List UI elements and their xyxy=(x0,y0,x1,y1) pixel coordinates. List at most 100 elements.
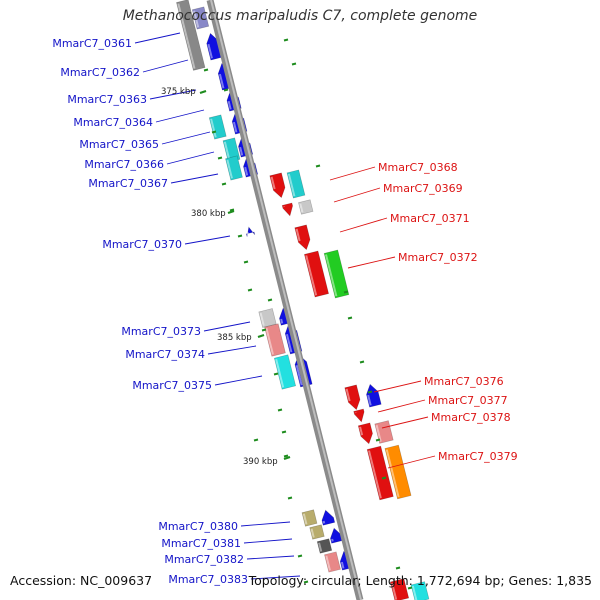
gene-block-38 xyxy=(384,444,412,500)
gene-label: MmarC7_0373 xyxy=(121,325,201,338)
tick-mark xyxy=(223,88,229,92)
tick-mark xyxy=(203,68,209,72)
gene-block-1-highlight xyxy=(177,3,196,69)
gene-leader-line xyxy=(387,455,436,469)
gene-block-25-shape xyxy=(269,172,286,199)
gene-block-28-highlight xyxy=(299,203,304,213)
gene-block-28-shape xyxy=(298,199,314,215)
gene-block-0-highlight xyxy=(193,10,200,28)
gene-leader-line xyxy=(203,321,251,332)
tick-mark xyxy=(297,554,303,558)
gene-block-27 xyxy=(281,202,293,217)
gene-leader-line xyxy=(246,555,295,560)
gene-leader-line xyxy=(149,89,197,100)
gene-block-14-highlight xyxy=(265,327,274,355)
gene-label: MmarC7_0376 xyxy=(424,375,504,388)
gene-block-34-shape xyxy=(353,408,365,423)
gene-label: MmarC7_0362 xyxy=(60,66,140,79)
gene-block-17-highlight xyxy=(295,365,303,386)
gene-block-12-shape xyxy=(258,308,277,328)
gene-block-33-shape xyxy=(366,383,382,408)
gene-leader-line xyxy=(240,521,291,527)
tick-mark xyxy=(217,156,223,160)
gene-label: MmarC7_0379 xyxy=(438,450,518,463)
gene-block-4-highlight xyxy=(227,100,232,110)
gene-block-2-highlight xyxy=(207,43,213,59)
gene-label: MmarC7_0381 xyxy=(161,537,241,550)
gene-block-36-highlight xyxy=(375,424,382,442)
gene-block-32-highlight xyxy=(345,388,351,402)
gene-block-32 xyxy=(344,384,361,411)
gene-leader-line xyxy=(377,399,426,413)
gene-block-5-highlight xyxy=(232,121,238,133)
ruler-mark xyxy=(283,455,291,461)
gene-block-0 xyxy=(191,6,210,30)
gene-label: MmarC7_0361 xyxy=(52,37,132,50)
tick-mark xyxy=(359,360,365,364)
tick-mark xyxy=(253,438,259,442)
gene-block-23-shape xyxy=(324,551,341,573)
gene-block-9-highlight xyxy=(226,159,233,179)
tick-mark xyxy=(347,316,353,320)
gene-leader-line xyxy=(170,173,219,184)
accession-text: Accession: NC_009637 xyxy=(10,573,153,588)
gene-label: MmarC7_0369 xyxy=(383,182,463,195)
tick-mark xyxy=(211,130,217,134)
gene-block-6 xyxy=(208,114,227,140)
tick-mark xyxy=(267,298,273,302)
gene-label: MmarC7_0367 xyxy=(88,177,168,190)
gene-block-26-shape xyxy=(286,169,306,199)
gene-leader-line xyxy=(134,32,181,44)
gene-block-16-highlight xyxy=(275,359,285,388)
tick-mark xyxy=(315,164,321,168)
gene-block-31-highlight xyxy=(324,254,338,297)
gene-block-31 xyxy=(323,249,350,299)
tick-mark xyxy=(375,438,381,442)
tick-mark xyxy=(407,586,413,590)
gene-block-25-highlight xyxy=(270,176,276,190)
tick-mark xyxy=(303,580,309,584)
gene-block-29-shape xyxy=(294,224,311,251)
gene-block-1-shape xyxy=(176,0,206,71)
gene-leader-line xyxy=(166,151,215,165)
gene-block-3-highlight xyxy=(218,73,225,89)
gene-leader-line xyxy=(155,109,205,123)
gene-block-6-shape xyxy=(208,114,227,140)
gene-leader-line xyxy=(214,375,263,386)
gene-block-11-shape xyxy=(245,226,256,237)
gene-block-18-shape xyxy=(301,509,318,527)
map-title: Methanococcus maripaludis C7, complete g… xyxy=(122,8,478,24)
tick-mark xyxy=(273,372,279,376)
gene-block-16 xyxy=(273,354,297,390)
tick-mark xyxy=(395,566,401,570)
gene-block-38-highlight xyxy=(385,449,400,498)
gene-block-39 xyxy=(389,578,410,600)
gene-block-14 xyxy=(264,323,286,357)
tick-mark xyxy=(367,390,373,394)
ruler-mark xyxy=(199,89,207,95)
gene-leader-line xyxy=(184,235,231,245)
gene-block-33 xyxy=(366,383,382,408)
ruler-label: 390 kbp xyxy=(243,457,278,467)
gene-label: MmarC7_0366 xyxy=(84,158,164,171)
gene-label: MmarC7_0372 xyxy=(398,251,478,264)
gene-leader-line xyxy=(333,187,381,203)
gene-block-20-shape xyxy=(321,509,336,526)
gene-block-37-shape xyxy=(366,445,394,501)
gene-block-12 xyxy=(258,308,277,328)
gene-block-37-highlight xyxy=(368,450,382,499)
tick-mark xyxy=(221,182,227,186)
gene-block-40 xyxy=(410,581,430,600)
gene-label: MmarC7_0377 xyxy=(428,394,508,407)
gene-block-14-shape xyxy=(264,323,286,357)
tick-mark xyxy=(281,430,287,434)
gene-label: MmarC7_0374 xyxy=(125,348,205,361)
gene-block-1 xyxy=(176,0,206,71)
gene-block-40-highlight xyxy=(411,585,418,600)
gene-block-9-shape xyxy=(225,155,243,181)
gene-block-20 xyxy=(321,509,336,526)
gene-block-9 xyxy=(225,155,243,181)
gene-block-11-highlight xyxy=(246,231,250,238)
gene-block-19-shape xyxy=(309,524,325,540)
gene-block-40-shape xyxy=(410,581,430,600)
